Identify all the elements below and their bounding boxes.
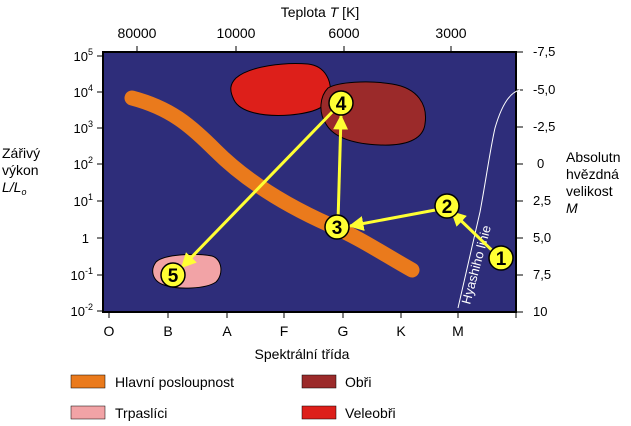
supergiants-region	[230, 63, 331, 116]
bottom-axis-title: Spektrální třída	[255, 346, 350, 362]
svg-text:výkon: výkon	[2, 162, 39, 178]
svg-text:Zářivý: Zářivý	[2, 145, 40, 161]
svg-text:2: 2	[442, 197, 453, 218]
left-tick-label: 102	[74, 155, 93, 172]
right-tick-labels: -7,5 -5,0 -2,5 0 2,5 5,0 7,5 10	[533, 44, 555, 319]
svg-text:velikost: velikost	[566, 183, 613, 199]
top-tick-marks	[136, 46, 452, 52]
legend-item-giants: Obři	[301, 374, 371, 390]
svg-text:3: 3	[332, 218, 343, 239]
svg-text:-7,5: -7,5	[533, 44, 555, 59]
left-tick-label: 1	[82, 231, 89, 246]
legend-item-supergiants: Veleobři	[301, 405, 396, 421]
left-tick-label: 104	[74, 83, 93, 100]
svg-text:B: B	[163, 323, 172, 339]
svg-text:A: A	[222, 323, 232, 339]
legend-label: Trpaslíci	[115, 405, 167, 421]
arrow-4-to-5	[180, 104, 340, 269]
legend-item-dwarfs: Trpaslíci	[70, 405, 167, 421]
svg-text:10: 10	[533, 304, 547, 319]
legend-swatch	[301, 374, 337, 389]
svg-text:M: M	[566, 200, 578, 216]
left-tick-marks	[97, 55, 103, 312]
legend-swatch	[70, 374, 106, 389]
arrow-2-to-3	[348, 206, 447, 231]
svg-text:M: M	[452, 323, 464, 339]
svg-text:7,5: 7,5	[533, 267, 551, 282]
svg-text:hvězdná: hvězdná	[566, 166, 619, 182]
left-tick-label: 105	[74, 47, 93, 64]
bottom-tick-labels: O B A F G K M	[104, 323, 464, 339]
left-axis-title: Zářivý výkon L/Lo	[2, 145, 40, 197]
top-tick-label: 10000	[217, 25, 256, 41]
svg-text:5,0: 5,0	[533, 230, 551, 245]
svg-text:4: 4	[336, 94, 347, 115]
svg-text:0: 0	[537, 156, 544, 171]
top-tick-label: 6000	[328, 25, 359, 41]
svg-text:K: K	[396, 323, 406, 339]
svg-text:-2,5: -2,5	[533, 119, 555, 134]
arrow-3-to-4	[333, 114, 349, 223]
left-tick-labels: 105 104 103 102 101 1 10-1 10-2	[71, 47, 93, 319]
stage-marker-4: 4	[328, 90, 354, 116]
top-tick-label: 80000	[118, 25, 157, 41]
svg-text:L/Lo: L/Lo	[2, 179, 26, 197]
left-tick-label: 103	[74, 119, 93, 136]
legend-label: Hlavní posloupnost	[115, 374, 234, 390]
hayashi-line	[457, 89, 521, 309]
svg-text:G: G	[338, 323, 349, 339]
legend: Hlavní posloupnost Obři Trpaslíci Veleob…	[70, 374, 396, 421]
legend-swatch	[70, 405, 106, 420]
top-tick-label: 3000	[435, 25, 466, 41]
top-axis-title: Teplota T [K]	[281, 4, 360, 20]
stage-marker-3: 3	[324, 214, 350, 240]
svg-text:Absolutn: Absolutn	[566, 149, 620, 165]
svg-text:F: F	[280, 323, 289, 339]
legend-item-main-sequence: Hlavní posloupnost	[70, 374, 234, 390]
stage-marker-1: 1	[488, 245, 514, 271]
svg-text:1: 1	[496, 249, 507, 270]
left-tick-label: 10-2	[71, 302, 93, 319]
right-tick-marks	[516, 51, 523, 313]
legend-label: Veleobři	[345, 405, 396, 421]
svg-text:5: 5	[168, 266, 179, 287]
main-sequence-band	[124, 90, 420, 278]
legend-swatch	[301, 405, 337, 420]
stage-marker-5: 5	[160, 262, 186, 288]
left-tick-label: 10-1	[71, 266, 93, 283]
left-tick-label: 101	[74, 192, 93, 209]
svg-text:O: O	[104, 323, 115, 339]
right-axis-title: Absolutn hvězdná velikost M	[566, 149, 620, 216]
legend-label: Obři	[345, 374, 371, 390]
svg-text:2,5: 2,5	[533, 193, 551, 208]
stage-marker-2: 2	[434, 193, 460, 219]
svg-text:-5,0: -5,0	[533, 82, 555, 97]
bottom-tick-marks	[108, 312, 517, 318]
